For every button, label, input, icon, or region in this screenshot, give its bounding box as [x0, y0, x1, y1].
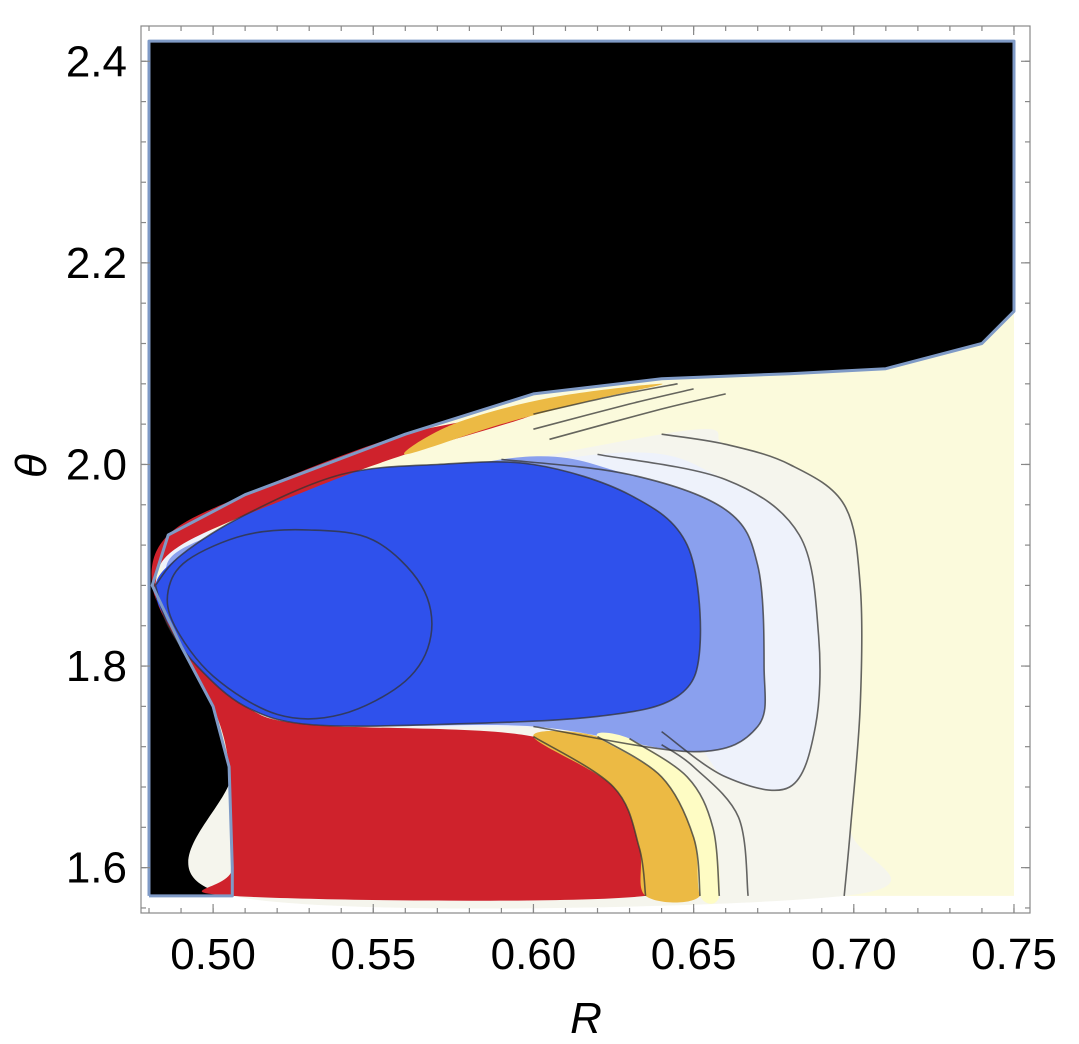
isoline-mid-blue-edge: [501, 458, 767, 753]
x-tick-label: 0.50: [170, 930, 256, 979]
region-excluded: [149, 41, 1014, 896]
isoline-pale-gray-edge: [661, 433, 863, 896]
isoline-inner-isoline: [166, 528, 433, 720]
region-level-red: [151, 413, 676, 901]
y-tick-label: 2.2: [66, 239, 127, 288]
isoline-deep-blue-edge: [152, 461, 702, 728]
region-level-orange-upper: [404, 383, 663, 455]
x-axis: 0.50 0.55 0.60 0.65 0.70 0.75: [148, 26, 1057, 979]
plot-frame: [140, 25, 1031, 914]
region-level-light-yellow: [596, 732, 720, 904]
y-axis: 1.6 1.8 2.0 2.2 2.4: [66, 37, 1030, 909]
isoline-orange-edge: [532, 735, 647, 897]
isoline-upper-edge-3: [549, 393, 726, 441]
isoline-upper-edge-1: [533, 383, 678, 415]
y-tick-label: 2.0: [66, 440, 127, 489]
x-tick-label: 0.55: [330, 930, 416, 979]
x-tick-label: 0.70: [811, 930, 897, 979]
region-level-orange: [533, 730, 704, 903]
x-axis-title: R: [570, 994, 602, 1043]
isoline-pale-blue-edge: [597, 453, 821, 791]
contour-regions: [149, 41, 1014, 909]
isoline-yellow-edge-2: [629, 737, 721, 896]
contour-isolines: [152, 383, 863, 897]
region-level-deep-blue: [155, 461, 701, 727]
x-tick-label: 0.75: [971, 930, 1057, 979]
isoline-yellow-edge: [597, 735, 701, 896]
x-tick-label: 0.65: [651, 930, 737, 979]
y-tick-label: 1.8: [66, 642, 127, 691]
region-boundary: [147, 39, 1016, 898]
isoline-gray-edge: [661, 744, 749, 896]
x-tick-label: 0.60: [491, 930, 577, 979]
y-axis-title: θ: [7, 454, 56, 478]
boundary-line: [147, 39, 1016, 898]
isoline-upper-edge-2: [533, 388, 694, 430]
y-tick-label: 1.6: [66, 844, 127, 893]
y-tick-label: 2.4: [66, 37, 127, 86]
